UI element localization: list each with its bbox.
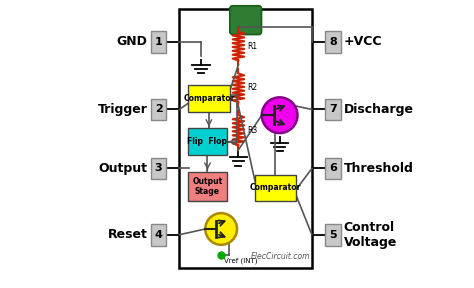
Text: 3: 3 bbox=[155, 164, 162, 173]
Bar bbox=[151, 31, 166, 53]
Text: Output
Stage: Output Stage bbox=[192, 177, 223, 196]
Text: R2: R2 bbox=[247, 83, 257, 92]
Text: 7: 7 bbox=[329, 105, 337, 114]
Text: R3: R3 bbox=[247, 126, 257, 135]
Text: Flip  Flop: Flip Flop bbox=[188, 137, 228, 146]
Bar bbox=[325, 158, 341, 179]
Text: +VCC: +VCC bbox=[344, 35, 382, 48]
Bar bbox=[325, 224, 341, 245]
Text: 6: 6 bbox=[329, 164, 337, 173]
Bar bbox=[151, 224, 166, 245]
Circle shape bbox=[262, 97, 298, 133]
Text: Vref (INT): Vref (INT) bbox=[224, 258, 257, 264]
Text: 1: 1 bbox=[155, 37, 163, 47]
Bar bbox=[151, 158, 166, 179]
Text: 2: 2 bbox=[155, 105, 163, 114]
FancyBboxPatch shape bbox=[188, 85, 229, 112]
Text: R1: R1 bbox=[247, 41, 257, 51]
Text: Output: Output bbox=[99, 162, 148, 175]
Text: 5: 5 bbox=[329, 230, 337, 240]
Text: Threshold: Threshold bbox=[344, 162, 413, 175]
Text: ElecCircuit.com: ElecCircuit.com bbox=[250, 252, 310, 261]
FancyBboxPatch shape bbox=[188, 172, 227, 201]
Text: 4: 4 bbox=[155, 230, 163, 240]
Text: Reset: Reset bbox=[108, 228, 148, 241]
Text: GND: GND bbox=[117, 35, 148, 48]
Bar bbox=[179, 9, 312, 268]
Text: Discharge: Discharge bbox=[344, 103, 413, 116]
Text: Trigger: Trigger bbox=[98, 103, 148, 116]
Bar bbox=[151, 99, 166, 120]
FancyBboxPatch shape bbox=[188, 128, 227, 155]
Bar bbox=[325, 99, 341, 120]
Circle shape bbox=[205, 213, 237, 245]
Text: Comparator: Comparator bbox=[249, 183, 301, 192]
Text: 8: 8 bbox=[329, 37, 337, 47]
FancyBboxPatch shape bbox=[230, 6, 262, 35]
FancyBboxPatch shape bbox=[255, 175, 296, 201]
Text: Comparator: Comparator bbox=[183, 94, 235, 103]
Bar bbox=[325, 31, 341, 53]
Text: Control
Voltage: Control Voltage bbox=[344, 221, 397, 249]
